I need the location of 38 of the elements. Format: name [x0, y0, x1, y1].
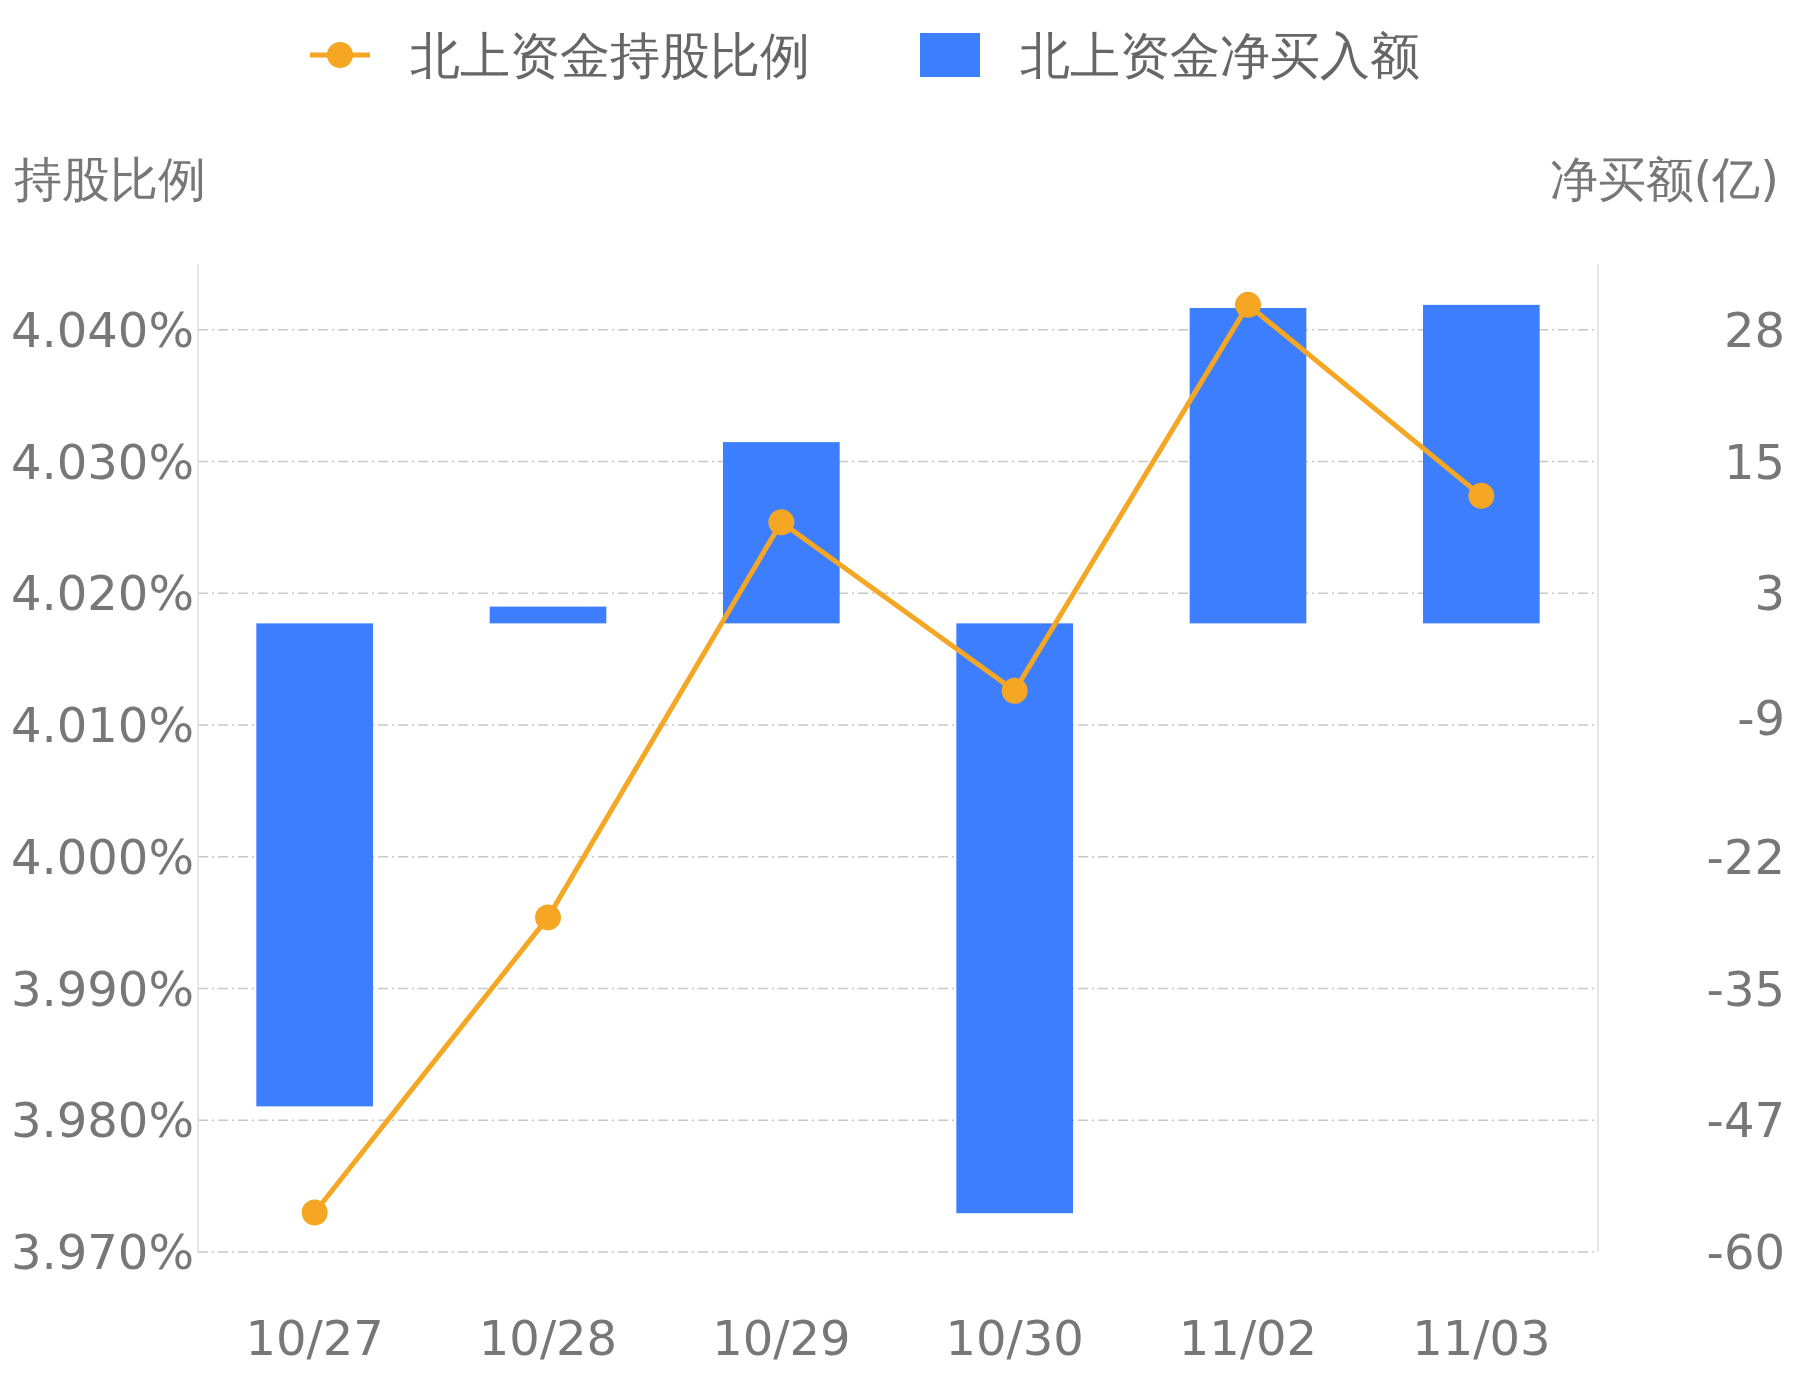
y2-tick-label: 15	[1723, 433, 1785, 490]
x-tick-label: 11/03	[1412, 1310, 1551, 1366]
y2-tick-label: 3	[1754, 565, 1785, 622]
bar	[256, 623, 373, 1107]
x-tick-label: 11/02	[1178, 1310, 1318, 1366]
y2-tick-label: -22	[1706, 828, 1785, 885]
bar	[1423, 304, 1540, 624]
point	[301, 1199, 328, 1226]
point	[1468, 482, 1495, 509]
y2-tick-label: -35	[1706, 960, 1785, 1017]
bar	[1189, 308, 1307, 624]
y2-tick-label: -47	[1706, 1092, 1785, 1149]
x-tick-label: 10/27	[245, 1310, 384, 1366]
y-axis-title: 持股比例	[14, 151, 206, 207]
y-tick-label: 4.010%	[10, 697, 194, 754]
point	[1235, 291, 1261, 318]
legend-label: 北上资金持股比例	[410, 27, 810, 85]
y-tick-label: 4.030%	[10, 433, 194, 490]
y-tick-label: 3.970%	[10, 1224, 194, 1280]
y2-tick-label: 28	[1723, 302, 1785, 359]
x-tick-label: 10/29	[712, 1310, 851, 1366]
y-tick-label: 4.040%	[10, 301, 194, 358]
x-tick-label: 10/30	[945, 1310, 1084, 1366]
bar	[723, 442, 840, 624]
y2-tick-label: -60	[1706, 1224, 1785, 1280]
point	[1001, 677, 1028, 704]
y2-tick-label: -9	[1737, 689, 1785, 746]
point	[768, 509, 795, 536]
x-tick-label: 10/28	[478, 1310, 618, 1366]
y-tick-label: 3.980%	[10, 1092, 194, 1149]
y-tick-label: 3.990%	[10, 960, 194, 1017]
y-tick-label: 4.020%	[10, 565, 194, 622]
bar	[956, 623, 1073, 1214]
legend-label: 北上资金净买入额	[1020, 27, 1420, 85]
bar	[489, 606, 607, 624]
y2-axis-title: 净买额(亿)	[1549, 151, 1779, 207]
y-tick-label: 4.000%	[10, 828, 194, 885]
point	[535, 904, 561, 931]
